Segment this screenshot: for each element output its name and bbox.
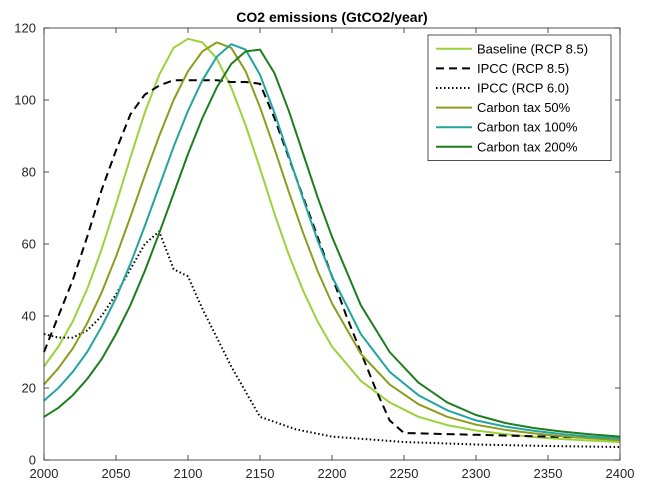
x-tick-label: 2200 xyxy=(318,466,347,481)
series-line-1 xyxy=(43,37,621,443)
series-line-5 xyxy=(43,43,621,440)
y-tick-label: 40 xyxy=(22,309,36,324)
axes-layer: 2000 2050 2100 2150 2200 2250 2300 2350 2400 0 20 4… xyxy=(14,21,634,482)
legend: Baseline (RCP 8.5) IPCC (RCP 8.5) IPCC (RC… xyxy=(427,34,612,161)
legend-label-5: Carbon tax 100% xyxy=(477,120,578,135)
y-tick-label: 0 xyxy=(29,453,36,468)
x-tick-label: 2000 xyxy=(30,466,59,481)
x-tick-label: 2250 xyxy=(390,466,419,481)
series-line-6 xyxy=(43,48,621,438)
y-tick-label: 120 xyxy=(14,21,36,36)
legend-label-2: IPCC (RCP 8.5) xyxy=(477,61,569,76)
legend-label-6: Carbon tax 200% xyxy=(477,139,578,154)
x-tick-label: 2350 xyxy=(534,466,563,481)
series-line-4 xyxy=(43,41,621,442)
series-layer xyxy=(43,37,621,448)
x-tick-label: 2400 xyxy=(606,466,635,481)
legend-label-1: Baseline (RCP 8.5) xyxy=(477,41,588,56)
legend-box xyxy=(427,34,612,161)
y-tick-label: 100 xyxy=(14,93,36,108)
legend-label-3: IPCC (RCP 6.0) xyxy=(477,81,569,96)
series-line-2 xyxy=(43,79,621,440)
x-tick-label: 2100 xyxy=(174,466,203,481)
chart-title: CO2 emissions (GtCO2/year) xyxy=(236,9,427,25)
y-tick-label: 20 xyxy=(22,381,36,396)
legend-label-4: Carbon tax 50% xyxy=(477,100,571,115)
y-tick-label: 60 xyxy=(22,237,36,252)
y-tick-label: 80 xyxy=(22,165,36,180)
x-tick-label: 2300 xyxy=(462,466,491,481)
x-tick-label: 2150 xyxy=(246,466,275,481)
x-tick-label: 2050 xyxy=(102,466,131,481)
